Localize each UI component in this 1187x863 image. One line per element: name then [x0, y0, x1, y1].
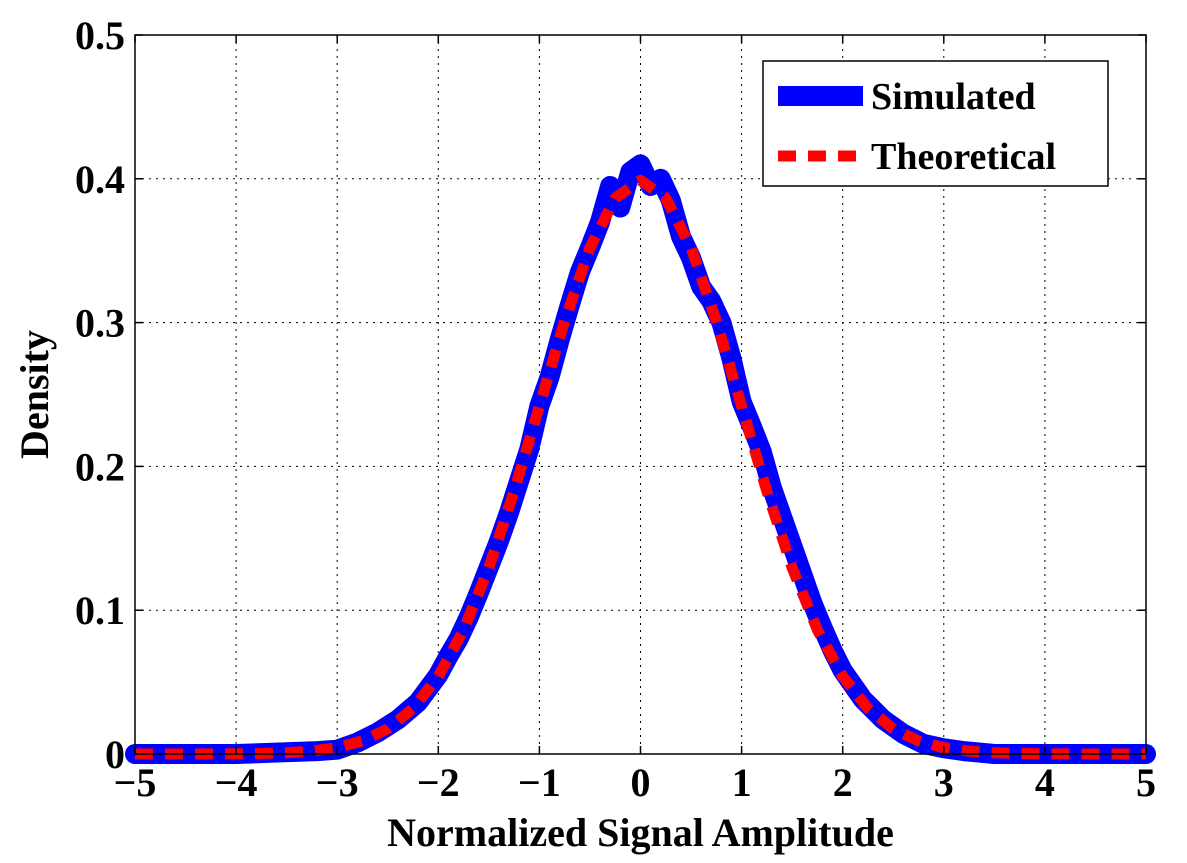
y-tick-label: 0.2 [75, 444, 125, 489]
ticks: −5 −4 −3 −2 −1 0 1 2 3 4 5 0 0.1 0.2 0.3 0.4 0.5 [75, 13, 1156, 805]
x-tick-label: 1 [732, 760, 752, 805]
legend-label-simulated: Simulated [871, 76, 1036, 118]
x-axis-label: Normalized Signal Amplitude [387, 810, 894, 855]
y-tick-label: 0.4 [75, 157, 125, 202]
x-tick-label: −4 [215, 760, 258, 805]
x-tick-label: −5 [114, 760, 157, 805]
y-tick-label: 0.5 [75, 13, 125, 58]
legend-box [762, 60, 1109, 187]
x-tick-label: 5 [1136, 760, 1156, 805]
series-layer [125, 154, 1156, 764]
legend: Simulated Theoretical [762, 60, 1109, 187]
x-tick-label: −3 [316, 760, 359, 805]
y-axis-label: Density [12, 330, 57, 459]
x-tick-label: −1 [518, 760, 561, 805]
y-tick-label: 0.1 [75, 588, 125, 633]
series-line-theoretical [134, 174, 1147, 760]
x-tick-label: 0 [631, 760, 651, 805]
x-tick-label: 4 [1035, 760, 1055, 805]
y-tick-label: 0.3 [75, 301, 125, 346]
x-tick-label: −2 [417, 760, 460, 805]
x-tick-label: 2 [833, 760, 853, 805]
y-tick-label: 0 [105, 732, 125, 777]
legend-label-theoretical: Theoretical [871, 136, 1056, 178]
x-tick-label: 3 [934, 760, 954, 805]
